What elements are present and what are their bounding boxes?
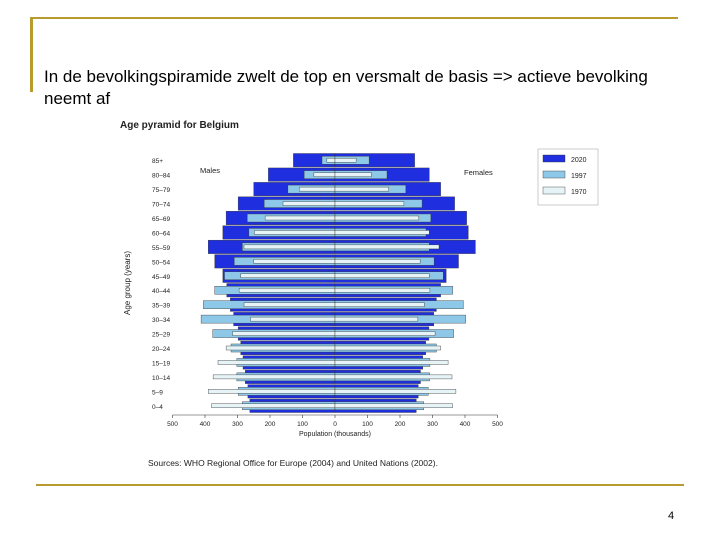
age-tick-label: 20–24 bbox=[152, 346, 170, 353]
source-note: Sources: WHO Regional Office for Europe … bbox=[148, 458, 438, 468]
males-label: Males bbox=[200, 166, 220, 175]
bar-female-1970-1 bbox=[334, 389, 457, 394]
frame-accent-top bbox=[30, 17, 678, 19]
age-tick-label: 80–84 bbox=[152, 173, 170, 180]
bar-male-1970-4 bbox=[225, 345, 336, 351]
chart-title: Age pyramid for Belgium bbox=[120, 120, 239, 131]
bar-female-1970-11 bbox=[334, 244, 440, 250]
x-tick-label: 100 bbox=[362, 421, 373, 428]
age-tick-label: 40–44 bbox=[152, 288, 170, 295]
bar-male-1970-11 bbox=[243, 244, 336, 250]
bar-male-1970-6 bbox=[250, 316, 336, 322]
x-tick-label: 100 bbox=[297, 421, 308, 428]
bar-male-1970-14 bbox=[282, 201, 336, 206]
age-tick-label: 25–29 bbox=[152, 332, 170, 339]
legend: 2020 1997 1970 bbox=[537, 148, 599, 206]
bar-male-1970-10 bbox=[253, 259, 336, 264]
bar-female-1970-8 bbox=[334, 288, 431, 293]
age-tick-label: 0–4 bbox=[152, 404, 163, 411]
x-tick-label: 200 bbox=[265, 421, 276, 428]
slide-title: In de bevolkingspiramide zwelt de top en… bbox=[44, 67, 648, 108]
age-tick-label: 15–19 bbox=[152, 360, 170, 367]
age-tick-label: 50–54 bbox=[152, 259, 170, 266]
bar-female-1970-0 bbox=[334, 403, 453, 408]
age-tick-label: 35–39 bbox=[152, 303, 170, 310]
bar-female-1970-15 bbox=[334, 186, 389, 192]
legend-swatch-1997 bbox=[542, 170, 566, 179]
x-tick-label: 400 bbox=[200, 421, 211, 428]
bar-male-1970-17 bbox=[326, 158, 336, 163]
bar-male-1970-7 bbox=[243, 302, 336, 307]
age-tick-label: 45–49 bbox=[152, 274, 170, 281]
bar-female-1970-6 bbox=[334, 316, 419, 322]
bar-male-1970-3 bbox=[217, 360, 336, 365]
x-tick-label: 0 bbox=[333, 421, 337, 428]
x-tick-label: 300 bbox=[232, 421, 243, 428]
age-tick-label: 65–69 bbox=[152, 216, 170, 223]
legend-label-2020: 2020 bbox=[571, 157, 587, 164]
x-tick-label: 500 bbox=[492, 421, 503, 428]
y-axis-title: Age group (years) bbox=[123, 251, 132, 315]
bar-male-1970-15 bbox=[299, 186, 336, 192]
age-tick-label: 70–74 bbox=[152, 202, 170, 209]
legend-swatch-2020 bbox=[542, 154, 566, 163]
legend-swatch-1970 bbox=[542, 186, 566, 195]
bar-male-1970-8 bbox=[238, 288, 336, 293]
bar-male-1970-16 bbox=[313, 172, 336, 177]
bar-female-1970-14 bbox=[334, 201, 405, 206]
age-tick-label: 85+ bbox=[152, 158, 163, 165]
bar-female-1970-10 bbox=[334, 259, 421, 264]
bar-female-1970-17 bbox=[334, 158, 357, 163]
bar-male-1970-9 bbox=[240, 273, 336, 278]
age-tick-label: 75–79 bbox=[152, 187, 170, 194]
bar-female-1970-5 bbox=[334, 331, 436, 336]
legend-box bbox=[537, 148, 599, 206]
x-axis-title: Population (thousands) bbox=[299, 431, 371, 438]
legend-label-1997: 1997 bbox=[571, 173, 587, 180]
bar-female-1970-9 bbox=[334, 273, 430, 278]
age-tick-label: 5–9 bbox=[152, 389, 163, 396]
frame-accent-bottom bbox=[36, 484, 684, 486]
x-tick-label: 400 bbox=[460, 421, 471, 428]
page-number: 4 bbox=[668, 510, 675, 522]
x-tick-label: 200 bbox=[395, 421, 406, 428]
x-tick-label: 500 bbox=[167, 421, 178, 428]
bar-male-1970-13 bbox=[264, 215, 336, 221]
bar-male-1970-2 bbox=[212, 374, 336, 380]
age-tick-label: 55–59 bbox=[152, 245, 170, 252]
bar-female-1970-3 bbox=[334, 360, 449, 365]
bar-female-1970-7 bbox=[334, 302, 425, 307]
females-label: Females bbox=[464, 168, 493, 177]
bar-female-1970-4 bbox=[334, 345, 441, 351]
bar-male-1970-0 bbox=[211, 403, 336, 408]
age-tick-label: 10–14 bbox=[152, 375, 170, 382]
bar-female-1970-13 bbox=[334, 215, 420, 221]
bar-female-1970-12 bbox=[334, 230, 430, 235]
x-tick-label: 300 bbox=[427, 421, 438, 428]
bar-male-1970-12 bbox=[254, 230, 336, 235]
frame-accent-vertical bbox=[30, 17, 33, 92]
age-tick-label: 60–64 bbox=[152, 230, 170, 237]
bar-female-1970-16 bbox=[334, 172, 372, 177]
legend-label-1970: 1970 bbox=[571, 189, 587, 196]
population-pyramid-chart: Age group (years) Males Females 0–4 5–9 10–14… bbox=[123, 148, 599, 438]
bar-female-1970-2 bbox=[334, 374, 453, 380]
bar-male-1970-5 bbox=[232, 331, 336, 336]
age-tick-label: 30–34 bbox=[152, 317, 170, 324]
bar-male-1970-1 bbox=[208, 389, 336, 394]
